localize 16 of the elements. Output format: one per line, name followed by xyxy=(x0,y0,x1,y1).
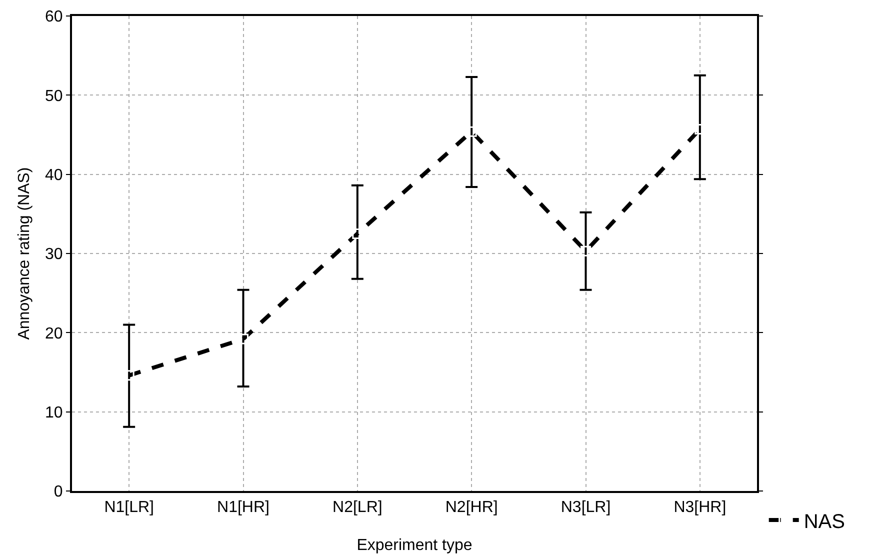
y-tick-label: 50 xyxy=(45,88,63,105)
y-tick-label: 40 xyxy=(45,166,63,184)
x-tick-label: N2[HR] xyxy=(445,499,498,516)
x-tick-label: N2[LR] xyxy=(332,499,382,516)
y-tick-label: 60 xyxy=(45,8,63,26)
y-tick-label: 20 xyxy=(45,325,63,342)
x-tick-label: N1[HR] xyxy=(217,499,270,516)
y-axis-title: Annoyance rating (NAS) xyxy=(16,167,33,340)
y-tick-label: 0 xyxy=(54,484,63,501)
y-tick-label: 10 xyxy=(45,404,63,422)
x-tick-label: N3[HR] xyxy=(674,499,726,516)
y-tick-label: 30 xyxy=(45,246,63,264)
x-tick-label: N3[LR] xyxy=(560,499,611,516)
x-axis-title: Experiment type xyxy=(356,537,472,554)
legend-label: NAS xyxy=(804,510,845,533)
x-tick-label: N1[LR] xyxy=(104,499,154,516)
